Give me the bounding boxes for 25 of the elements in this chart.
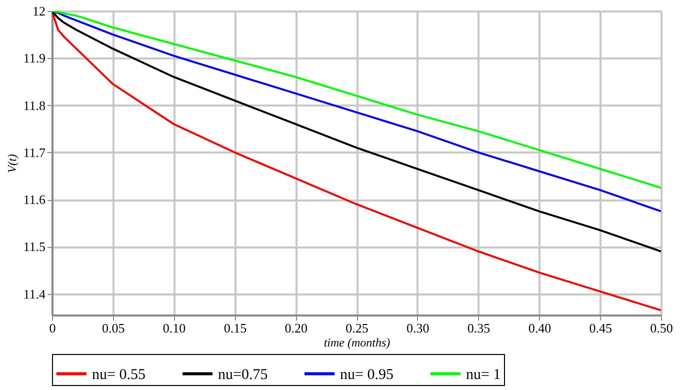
x-tick-label: 0.05 [102,320,125,336]
x-tick-label: 0.50 [650,320,673,336]
y-tick-label: 11.7 [23,144,46,160]
x-tick-label: 0 [49,320,56,336]
x-tick-label: 0.15 [224,320,247,336]
legend-label: nu= 0.55 [92,366,146,383]
legend-label: nu= 0.95 [340,366,394,383]
y-tick-label: 12 [32,4,46,18]
x-tick-label: 0.25 [346,320,368,336]
y-tick-label: 11.9 [23,50,46,66]
y-tick-label: 11.6 [23,192,46,208]
x-tick-label: 0.30 [406,320,430,336]
y-tick-label: 11.4 [23,286,46,302]
x-axis-title: time (months) [324,336,390,350]
x-tick-label: 0.10 [162,320,186,336]
x-tick-label: 0.45 [589,320,612,336]
y-tick-label: 11.5 [23,239,46,254]
legend-label: nu=0.75 [218,366,268,383]
y-tick-label: 11.8 [23,98,46,113]
x-tick-label: 0.20 [284,320,308,336]
x-tick-label: 0.35 [467,320,490,336]
line-series [52,11,661,312]
y-axis-title: V(t) [5,154,20,173]
x-tick-label: 0.40 [528,320,552,336]
legend-label: nu= 1 [466,366,501,383]
